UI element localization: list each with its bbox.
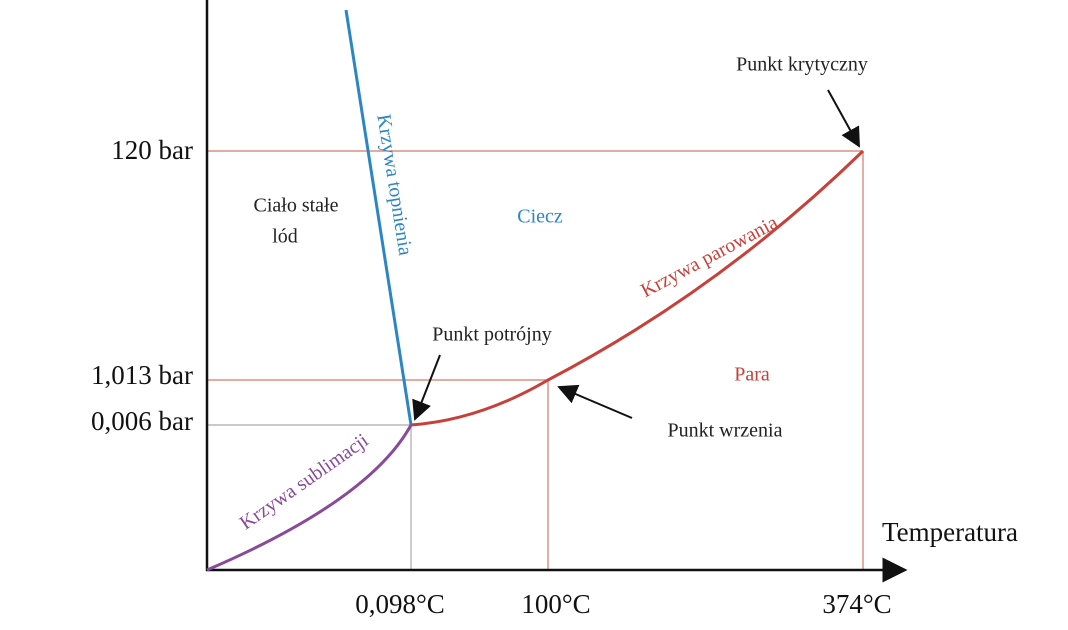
region-label: Ciecz: [517, 206, 563, 228]
region-label: Ciało stałe: [254, 195, 339, 217]
y-tick-label: 0,006 bar: [91, 406, 193, 436]
point-label: Punkt potrójny: [432, 324, 551, 346]
arrow: [557, 384, 633, 419]
x-tick-label: 374°C: [822, 589, 891, 619]
curve-label: Krzywa topnienia: [372, 113, 416, 258]
point-label: Punkt wrzenia: [668, 420, 783, 442]
arrow: [827, 89, 860, 148]
x-tick-label: 100°C: [521, 589, 590, 619]
guide-lines: [207, 150, 864, 570]
sublimation-curve: [206, 424, 413, 572]
point-label: Punkt krytyczny: [736, 54, 868, 76]
region-label: lód: [272, 226, 298, 248]
melting-curve: [344, 9, 413, 426]
curve-label: Krzywa sublimacji: [236, 429, 373, 534]
arrow: [412, 354, 441, 421]
region-label: Para: [734, 364, 770, 386]
x-tick-label: 0,098°C: [355, 589, 445, 619]
x-axis-label: Temperatura: [882, 517, 1018, 547]
y-tick-label: 1,013 bar: [91, 360, 193, 390]
vaporization-curve: [410, 149, 865, 427]
curve-label: Krzywa parowania: [637, 211, 781, 302]
y-tick-label: 120 bar: [111, 135, 193, 165]
